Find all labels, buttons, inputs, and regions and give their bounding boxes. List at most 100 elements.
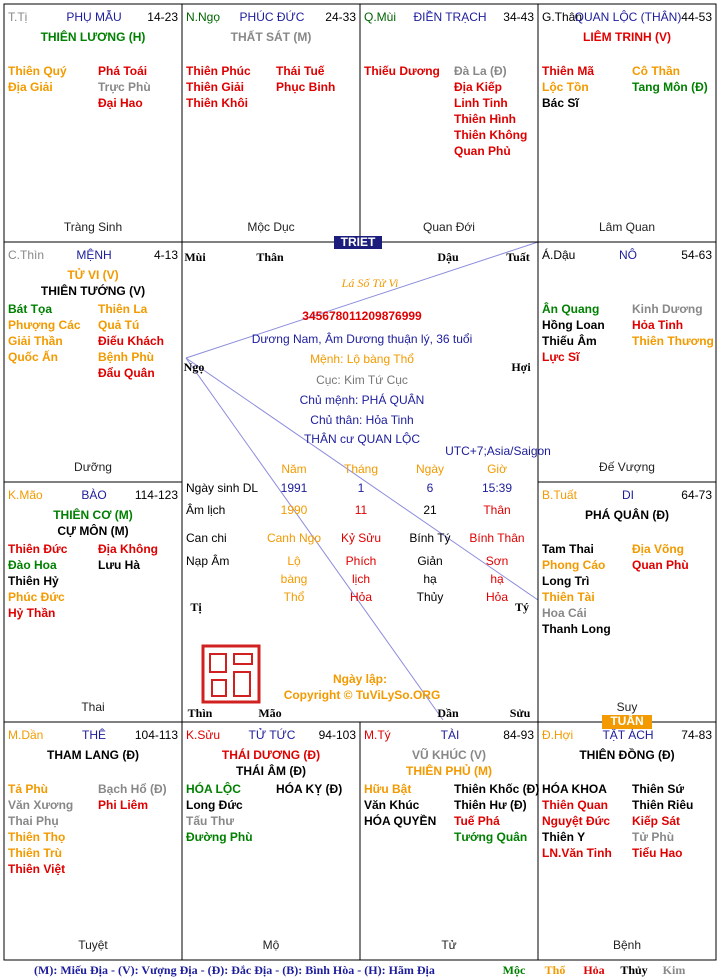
table-cell: Hỏa [350,590,372,604]
star: Thiên Thọ [8,830,65,844]
stage: Mộc Dục [247,220,294,234]
corner-branch: Ngọ [184,360,205,374]
palace: M.Dần THÊ 104-113 THAM LANG (Đ) Tả Phù Văn Xư… [3,721,183,961]
main-star: THẤT SÁT (M) [231,29,312,44]
star: Trực Phù [98,80,151,94]
star: Thiên Đức [8,542,68,556]
palace: K.Sửu TỬ TỨC 94-103 THÁI DƯƠNG (Đ)THÁI ÂM (… [181,721,361,961]
star: Nguyệt Đức [542,814,610,828]
center-menh: Mệnh: Lộ bàng Thổ [310,352,414,366]
table-cell: lịch [352,572,370,586]
palace-branch: M.Dần [8,728,43,742]
table-cell: bàng [281,572,308,586]
element-key: Mộc [503,963,526,977]
palace-ages: 64-73 [681,488,712,502]
table-cell: Kỷ Sửu [341,531,381,545]
corner-branch: Tị [190,600,202,614]
row-label: Can chi [186,531,227,545]
main-star: THIÊN LƯƠNG (H) [41,29,146,44]
star: Phục Binh [276,80,335,94]
table-cell: Thủy [417,590,444,604]
star: HÓA LỘC [186,781,241,796]
triet-marker: TRIET [341,235,376,249]
seal-glyphs [209,653,253,697]
row-label: Nạp Âm [186,553,229,568]
palace-name: NÔ [619,247,637,262]
element-key: Thổ [545,963,566,977]
star: Thiên Sứ [632,782,684,796]
star: Giải Thần [8,334,63,348]
palace: B.Tuất DI 64-73 PHÁ QUÂN (Đ) Tam Thai Phong C… [537,481,717,723]
star: Thiên Riêu [632,798,693,812]
palace-branch: K.Mão [8,488,43,502]
stage: Thai [81,700,104,714]
palace-ages: 74-83 [681,728,712,742]
star: Phượng Các [8,318,81,332]
timezone: UTC+7;Asia/Saigon [445,444,551,458]
star: Thiên Phúc [186,64,251,78]
corner-branch: Dậu [437,250,459,264]
star: Kinh Dương [632,302,703,316]
star: Cô Thần [632,64,680,78]
tam-hop-lines [185,241,539,721]
star: Phi Liêm [98,798,148,812]
palace-name: THÊ [82,727,106,742]
table-cell: Sơn [486,554,509,568]
table-cell: Bính Thân [469,531,524,545]
main-star: THÁI DƯƠNG (Đ) [222,747,320,762]
star: Đẩu Quân [98,366,155,380]
palace-name: DI [622,488,634,502]
star: Thiên Không [454,128,527,142]
palace-name: MỆNH [76,247,111,262]
stage: Đế Vượng [599,460,655,474]
triet-marker-box [334,236,382,249]
copyright: Copyright © TuViLySo.ORG [284,688,441,702]
stage: Quan Đới [423,220,475,234]
palace-name: TỬ TỨC [249,727,296,742]
table-cell: 15:39 [482,481,512,495]
star: Long Đức [186,798,243,812]
star: HÓA QUYỀN [364,813,436,828]
star: Địa Không [98,542,158,556]
palace-branch: M.Tý [364,728,391,742]
center-cuc: Cục: Kim Tứ Cục [316,373,408,387]
palace-name: ĐIỀN TRẠCH [413,9,486,24]
palace-ages: 54-63 [681,248,712,262]
table-cell: 11 [355,503,368,517]
palace: N.Ngọ PHÚC ĐỨC 24-33 THẤT SÁT (M) Thiên Phúc… [181,3,361,243]
palace-ages: 14-23 [147,10,178,24]
palace-ages: 94-103 [319,728,357,742]
row-label: Ngày sinh DL [186,481,258,495]
table-cell: 1990 [281,503,308,517]
center-chu-menh: Chủ mệnh: PHÁ QUÂN [300,392,425,407]
stage: Bệnh [613,938,641,952]
table-cell: Bính Tý [409,531,450,545]
star: HÓA KHOA [542,781,607,796]
palace-branch: Á.Dậu [542,247,575,262]
corner-branch: Hợi [511,360,531,374]
main-star: THIÊN ĐỒNG (Đ) [579,747,674,762]
palace-branch: C.Thìn [8,248,44,262]
star: Hữu Bật [364,782,411,796]
star: Thiên Quý [8,64,67,78]
star: Thiên Tài [542,590,595,604]
date-created: Ngày lập: [333,672,387,686]
star: Điếu Khách [98,334,164,348]
stage: Mộ [263,938,280,952]
footer-legend: (M): Miếu Địa - (V): Vượng Địa - (Đ): Đắ… [34,963,435,977]
star: Tả Phù [8,782,48,796]
stage: Lâm Quan [599,220,655,234]
element-key: Hỏa [583,963,604,977]
palace-branch: B.Tuất [542,488,578,502]
star: Thiên Mã [542,64,594,78]
table-cell: 1991 [281,481,308,495]
star: Bát Tọa [8,302,52,316]
star: Thiên Thương [632,334,714,348]
star: Linh Tinh [454,96,508,110]
table-cell: Canh Ngọ [267,531,321,545]
palace-branch: G.Thân [542,10,582,24]
corner-branch: Mão [258,706,281,720]
corner-branch: Tuất [506,250,530,264]
table-cell: hạ [423,572,437,586]
